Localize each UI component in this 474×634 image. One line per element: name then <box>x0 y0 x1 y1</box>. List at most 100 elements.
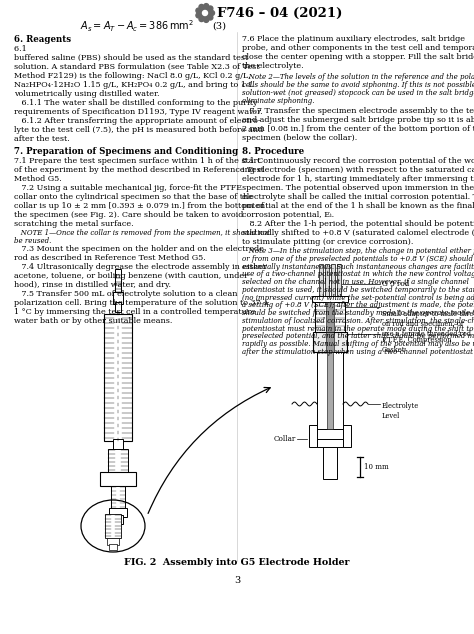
Text: should be switched from the standby mode to the operate mode to allow: should be switched from the standby mode… <box>242 309 474 317</box>
Bar <box>115 269 121 294</box>
Bar <box>323 447 337 479</box>
Text: rod as described in Reference Test Method G5.: rod as described in Reference Test Metho… <box>14 254 206 262</box>
Text: (3): (3) <box>212 22 226 30</box>
Text: ing electrode (specimen) with respect to the saturated calomel: ing electrode (specimen) with respect to… <box>242 166 474 174</box>
Text: 2 mm [0.08 in.] from the center of the bottom portion of the: 2 mm [0.08 in.] from the center of the b… <box>242 125 474 133</box>
Bar <box>343 425 351 447</box>
Bar <box>327 352 333 429</box>
Text: potentiostat is used, it should be switched temporarily to the standby mode: potentiostat is used, it should be switc… <box>242 286 474 294</box>
Bar <box>109 508 127 517</box>
Text: hood), rinse in distilled water, and dry.: hood), rinse in distilled water, and dry… <box>14 281 171 288</box>
Text: statically shifted to +0.8 V (saturated calomel electrode (SCE)): statically shifted to +0.8 V (saturated … <box>242 230 474 237</box>
Bar <box>312 296 348 302</box>
Text: collar is up 10 ± 2 mm [0.393 ± 0.079 in.] from the bottom of: collar is up 10 ± 2 mm [0.393 ± 0.079 in… <box>14 202 264 210</box>
Text: 8.1 Continuously record the corrosion potential of the work-: 8.1 Continuously record the corrosion po… <box>242 157 474 165</box>
Text: water bath or by other suitable means.: water bath or by other suitable means. <box>14 316 173 325</box>
Text: 7.4 Ultrasonically degrease the electrode assembly in either: 7.4 Ultrasonically degrease the electrod… <box>14 262 267 271</box>
Text: solution-wet (not greased) stopcock can be used in the salt bridge to: solution-wet (not greased) stopcock can … <box>242 89 474 97</box>
Text: specimen. The potential observed upon immersion in the: specimen. The potential observed upon im… <box>242 184 474 192</box>
Text: stimulation of localized corrosion. After stimulation, the single-channel: stimulation of localized corrosion. Afte… <box>242 317 474 325</box>
Bar <box>317 352 343 429</box>
Bar <box>113 515 123 524</box>
Text: 1 °C by immersing the test cell in a controlled temperature: 1 °C by immersing the test cell in a con… <box>14 307 255 316</box>
Text: requirements of Specification D1193, Type IV reagent water.: requirements of Specification D1193, Typ… <box>14 108 263 116</box>
Text: 7.3 Mount the specimen on the holder and on the electrode: 7.3 Mount the specimen on the holder and… <box>14 245 264 253</box>
Text: lyte to the test cell (7.5), the pH is measured both before and: lyte to the test cell (7.5), the pH is m… <box>14 126 263 134</box>
Text: 6.1.1 The water shall be distilled conforming to the purity: 6.1.1 The water shall be distilled confo… <box>14 99 257 107</box>
Circle shape <box>202 11 208 15</box>
Bar <box>309 425 317 447</box>
Text: specimen (below the collar).: specimen (below the collar). <box>242 134 357 142</box>
Text: buffered saline (PBS) should be used as the standard test: buffered saline (PBS) should be used as … <box>14 54 248 62</box>
Circle shape <box>208 6 213 11</box>
Bar <box>109 544 117 550</box>
Circle shape <box>204 4 209 9</box>
Text: 6.1: 6.1 <box>14 45 29 53</box>
Bar <box>325 264 329 299</box>
Bar <box>326 302 334 332</box>
Text: F746 – 04 (2021): F746 – 04 (2021) <box>217 6 342 20</box>
Text: 7.5 Transfer 500 mL of electrolyte solution to a clean: 7.5 Transfer 500 mL of electrolyte solut… <box>14 290 237 297</box>
Text: of the experiment by the method described in Reference Test: of the experiment by the method describe… <box>14 166 264 174</box>
Text: 7. Preparation of Specimens and Conditioning: 7. Preparation of Specimens and Conditio… <box>14 147 238 157</box>
Text: electrolyte shall be called the initial corrosion potential. The: electrolyte shall be called the initial … <box>242 193 474 201</box>
Text: acetone, toluene, or boiling benzene (with caution, under: acetone, toluene, or boiling benzene (wi… <box>14 271 248 280</box>
Text: 10 mm: 10 mm <box>364 463 389 471</box>
Text: rapidly as possible. Manual shifting of the potential may also be necessary: rapidly as possible. Manual shifting of … <box>242 340 474 348</box>
Text: the specimen (see Fig. 2). Care should be taken to avoid: the specimen (see Fig. 2). Care should b… <box>14 211 243 219</box>
Text: after the stimulation step when using a two-channel potentiostat if the: after the stimulation step when using a … <box>242 348 474 356</box>
Text: solution. A standard PBS formulation (see Table X2.3 of Test: solution. A standard PBS formulation (se… <box>14 63 259 71</box>
Text: probe, and other components in the test cell and temporarily: probe, and other components in the test … <box>242 44 474 52</box>
Text: 6. Reagents: 6. Reagents <box>14 35 71 44</box>
Bar <box>317 439 343 447</box>
Text: and adjust the submerged salt bridge probe tip so it is about: and adjust the submerged salt bridge pro… <box>242 116 474 124</box>
Text: Small adapter to male threads
on rod and specimen, or
use a female threaded rod: Small adapter to male threads on rod and… <box>382 310 474 338</box>
Bar <box>107 538 119 545</box>
Circle shape <box>199 4 204 10</box>
Circle shape <box>196 13 201 18</box>
Text: 7.1 Prepare the test specimen surface within 1 h of the start: 7.1 Prepare the test specimen surface wi… <box>14 157 261 165</box>
Text: close the center opening with a stopper. Fill the salt bridge with: close the center opening with a stopper.… <box>242 53 474 61</box>
Bar <box>315 302 345 332</box>
Text: (no impressed current) while the set-potential control is being adjusted to: (no impressed current) while the set-pot… <box>242 294 474 302</box>
Text: to stimulate pitting (or crevice corrosion).: to stimulate pitting (or crevice corrosi… <box>242 238 413 246</box>
Text: electrode for 1 h, starting immediately after immersing the: electrode for 1 h, starting immediately … <box>242 176 474 183</box>
Text: Collar: Collar <box>274 435 296 443</box>
Bar <box>337 264 341 299</box>
Text: 7.2 Using a suitable mechanical jig, force-fit the PTFE: 7.2 Using a suitable mechanical jig, for… <box>14 184 242 192</box>
Text: cells should be the same to avoid siphoning. If this is not possible, a: cells should be the same to avoid siphon… <box>242 81 474 89</box>
Text: 7.6 Place the platinum auxiliary electrodes, salt bridge: 7.6 Place the platinum auxiliary electro… <box>242 35 465 43</box>
Text: corrosion potential, Eᵢ.: corrosion potential, Eᵢ. <box>242 211 334 219</box>
Bar <box>326 332 334 352</box>
Text: scratching the metal surface.: scratching the metal surface. <box>14 220 134 228</box>
Text: essentially instantaneous. Such instantaneous changes are facilitated by: essentially instantaneous. Such instanta… <box>242 262 474 271</box>
Text: potentiostat must remain in the operate mode during the shift to the: potentiostat must remain in the operate … <box>242 325 474 333</box>
Circle shape <box>196 8 201 13</box>
Text: preselected potential, and the latter shift should be performed manually as: preselected potential, and the latter sh… <box>242 332 474 340</box>
Text: FIG. 2  Assembly into G5 Electrode Holder: FIG. 2 Assembly into G5 Electrode Holder <box>124 558 350 567</box>
Text: be reused.: be reused. <box>14 237 51 245</box>
Circle shape <box>208 15 213 20</box>
Bar <box>113 439 123 449</box>
Bar <box>313 332 347 352</box>
Text: the electrolyte.: the electrolyte. <box>242 62 304 70</box>
Text: after the test.: after the test. <box>14 135 70 143</box>
Text: 6.1.2 After transferring the appropriate amount of electro-: 6.1.2 After transferring the appropriate… <box>14 117 261 125</box>
Text: 8.2 After the 1-h period, the potential should be potentio-: 8.2 After the 1-h period, the potential … <box>242 220 474 228</box>
Text: selected on the channel not in use. However, if a single channel: selected on the channel not in use. Howe… <box>242 278 469 286</box>
Bar <box>111 486 125 509</box>
Text: Method G5.: Method G5. <box>14 175 62 183</box>
Text: use of a two-channel potentiostat in which the new control voltage can be: use of a two-channel potentiostat in whi… <box>242 271 474 278</box>
Text: Note 2—The levels of the solution in the reference and the polarization: Note 2—The levels of the solution in the… <box>242 74 474 81</box>
Text: NOTE 1—Once the collar is removed from the specimen, it should not: NOTE 1—Once the collar is removed from t… <box>14 229 270 237</box>
Text: a setting of +0.8 V (SCE); after the adjustment is made, the potentiostat: a setting of +0.8 V (SCE); after the adj… <box>242 302 474 309</box>
Bar <box>331 264 335 299</box>
Text: collar onto the cylindrical specimen so that the base of the: collar onto the cylindrical specimen so … <box>14 193 253 201</box>
Text: P.T.F.E. Compression
Gasket: P.T.F.E. Compression Gasket <box>382 336 452 354</box>
Text: $A_s = A_T - A_c = 386\,\mathrm{mm}^2$: $A_s = A_T - A_c = 386\,\mathrm{mm}^2$ <box>80 18 194 34</box>
Bar <box>100 472 136 486</box>
Text: volumetrically using distilled water.: volumetrically using distilled water. <box>14 90 159 98</box>
Circle shape <box>199 16 204 22</box>
Text: polarization cell. Bring the temperature of the solution to 37 ±: polarization cell. Bring the temperature… <box>14 299 270 307</box>
Circle shape <box>210 11 215 15</box>
